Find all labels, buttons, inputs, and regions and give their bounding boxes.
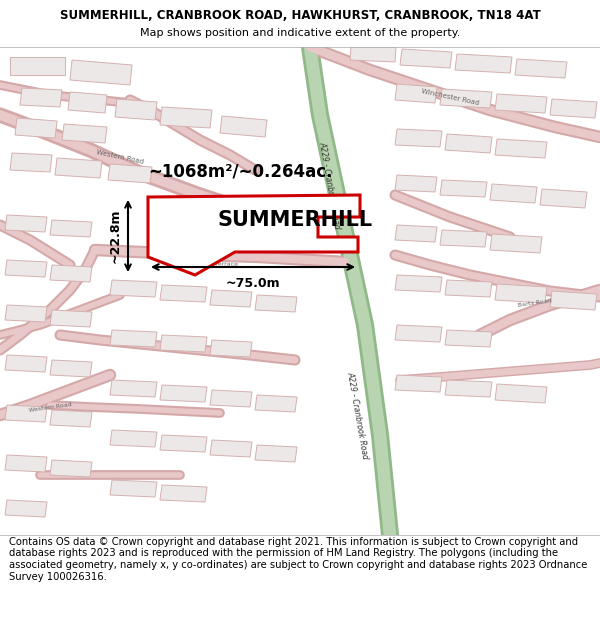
- Polygon shape: [395, 84, 437, 103]
- Polygon shape: [10, 153, 52, 172]
- Polygon shape: [395, 225, 437, 242]
- Polygon shape: [445, 330, 492, 347]
- Text: A229 - Cranbrook Road: A229 - Cranbrook Road: [318, 141, 342, 229]
- Text: Western Road: Western Road: [96, 149, 144, 165]
- Polygon shape: [515, 59, 567, 78]
- Polygon shape: [350, 47, 396, 62]
- Text: ~22.8m: ~22.8m: [109, 209, 122, 263]
- Polygon shape: [210, 440, 252, 457]
- Polygon shape: [550, 99, 597, 118]
- Polygon shape: [5, 500, 47, 517]
- Polygon shape: [440, 180, 487, 197]
- Polygon shape: [495, 94, 547, 113]
- Text: School Terrace: School Terrace: [192, 261, 238, 267]
- Polygon shape: [15, 118, 57, 138]
- Polygon shape: [50, 360, 92, 377]
- Polygon shape: [495, 384, 547, 403]
- Polygon shape: [70, 60, 132, 85]
- Polygon shape: [50, 265, 92, 282]
- Polygon shape: [110, 430, 157, 447]
- Polygon shape: [148, 195, 360, 275]
- Text: ~75.0m: ~75.0m: [226, 277, 280, 290]
- Polygon shape: [5, 260, 47, 277]
- Polygon shape: [445, 134, 492, 153]
- Polygon shape: [395, 275, 442, 292]
- Polygon shape: [495, 139, 547, 158]
- Text: Contains OS data © Crown copyright and database right 2021. This information is : Contains OS data © Crown copyright and d…: [9, 537, 587, 582]
- Polygon shape: [540, 189, 587, 208]
- Polygon shape: [210, 390, 252, 407]
- Polygon shape: [108, 164, 152, 183]
- Polygon shape: [255, 445, 297, 462]
- Polygon shape: [220, 116, 267, 137]
- Polygon shape: [110, 380, 157, 397]
- Text: A229 - Cranbrook Road: A229 - Cranbrook Road: [346, 371, 370, 459]
- Polygon shape: [68, 92, 107, 113]
- Polygon shape: [395, 375, 442, 392]
- Polygon shape: [495, 284, 547, 303]
- Polygon shape: [5, 215, 47, 232]
- Polygon shape: [490, 234, 542, 253]
- Polygon shape: [5, 455, 47, 472]
- Polygon shape: [395, 325, 442, 342]
- Polygon shape: [160, 435, 207, 452]
- Polygon shape: [50, 310, 92, 327]
- Text: Barts Road: Barts Road: [518, 298, 553, 308]
- Polygon shape: [490, 184, 537, 203]
- Text: ~1068m²/~0.264ac.: ~1068m²/~0.264ac.: [148, 162, 332, 180]
- Polygon shape: [62, 124, 107, 143]
- Polygon shape: [110, 480, 157, 497]
- Polygon shape: [395, 129, 442, 147]
- Polygon shape: [5, 405, 47, 422]
- Polygon shape: [550, 291, 597, 310]
- Text: Western Road: Western Road: [28, 401, 72, 412]
- Polygon shape: [210, 340, 252, 357]
- Polygon shape: [160, 385, 207, 402]
- Polygon shape: [445, 380, 492, 397]
- Polygon shape: [160, 485, 207, 502]
- Polygon shape: [10, 57, 65, 75]
- Polygon shape: [455, 54, 512, 73]
- Text: Map shows position and indicative extent of the property.: Map shows position and indicative extent…: [140, 28, 460, 38]
- Text: SUMMERHILL, CRANBROOK ROAD, HAWKHURST, CRANBROOK, TN18 4AT: SUMMERHILL, CRANBROOK ROAD, HAWKHURST, C…: [59, 9, 541, 22]
- Polygon shape: [395, 175, 437, 192]
- Polygon shape: [160, 335, 207, 352]
- Polygon shape: [5, 305, 47, 322]
- Polygon shape: [115, 99, 157, 120]
- Polygon shape: [50, 220, 92, 237]
- Polygon shape: [50, 410, 92, 427]
- Polygon shape: [440, 89, 492, 108]
- Polygon shape: [55, 158, 102, 178]
- Polygon shape: [160, 285, 207, 302]
- Polygon shape: [210, 290, 252, 307]
- Polygon shape: [50, 460, 92, 477]
- Polygon shape: [255, 295, 297, 312]
- Polygon shape: [255, 395, 297, 412]
- Polygon shape: [20, 88, 62, 107]
- Polygon shape: [5, 355, 47, 372]
- Polygon shape: [110, 280, 157, 297]
- Polygon shape: [160, 107, 212, 128]
- Polygon shape: [445, 280, 492, 297]
- Polygon shape: [110, 330, 157, 347]
- Text: Winchester Road: Winchester Road: [421, 88, 479, 106]
- Polygon shape: [440, 230, 487, 247]
- Text: SUMMERHILL: SUMMERHILL: [217, 210, 373, 230]
- Polygon shape: [400, 49, 452, 68]
